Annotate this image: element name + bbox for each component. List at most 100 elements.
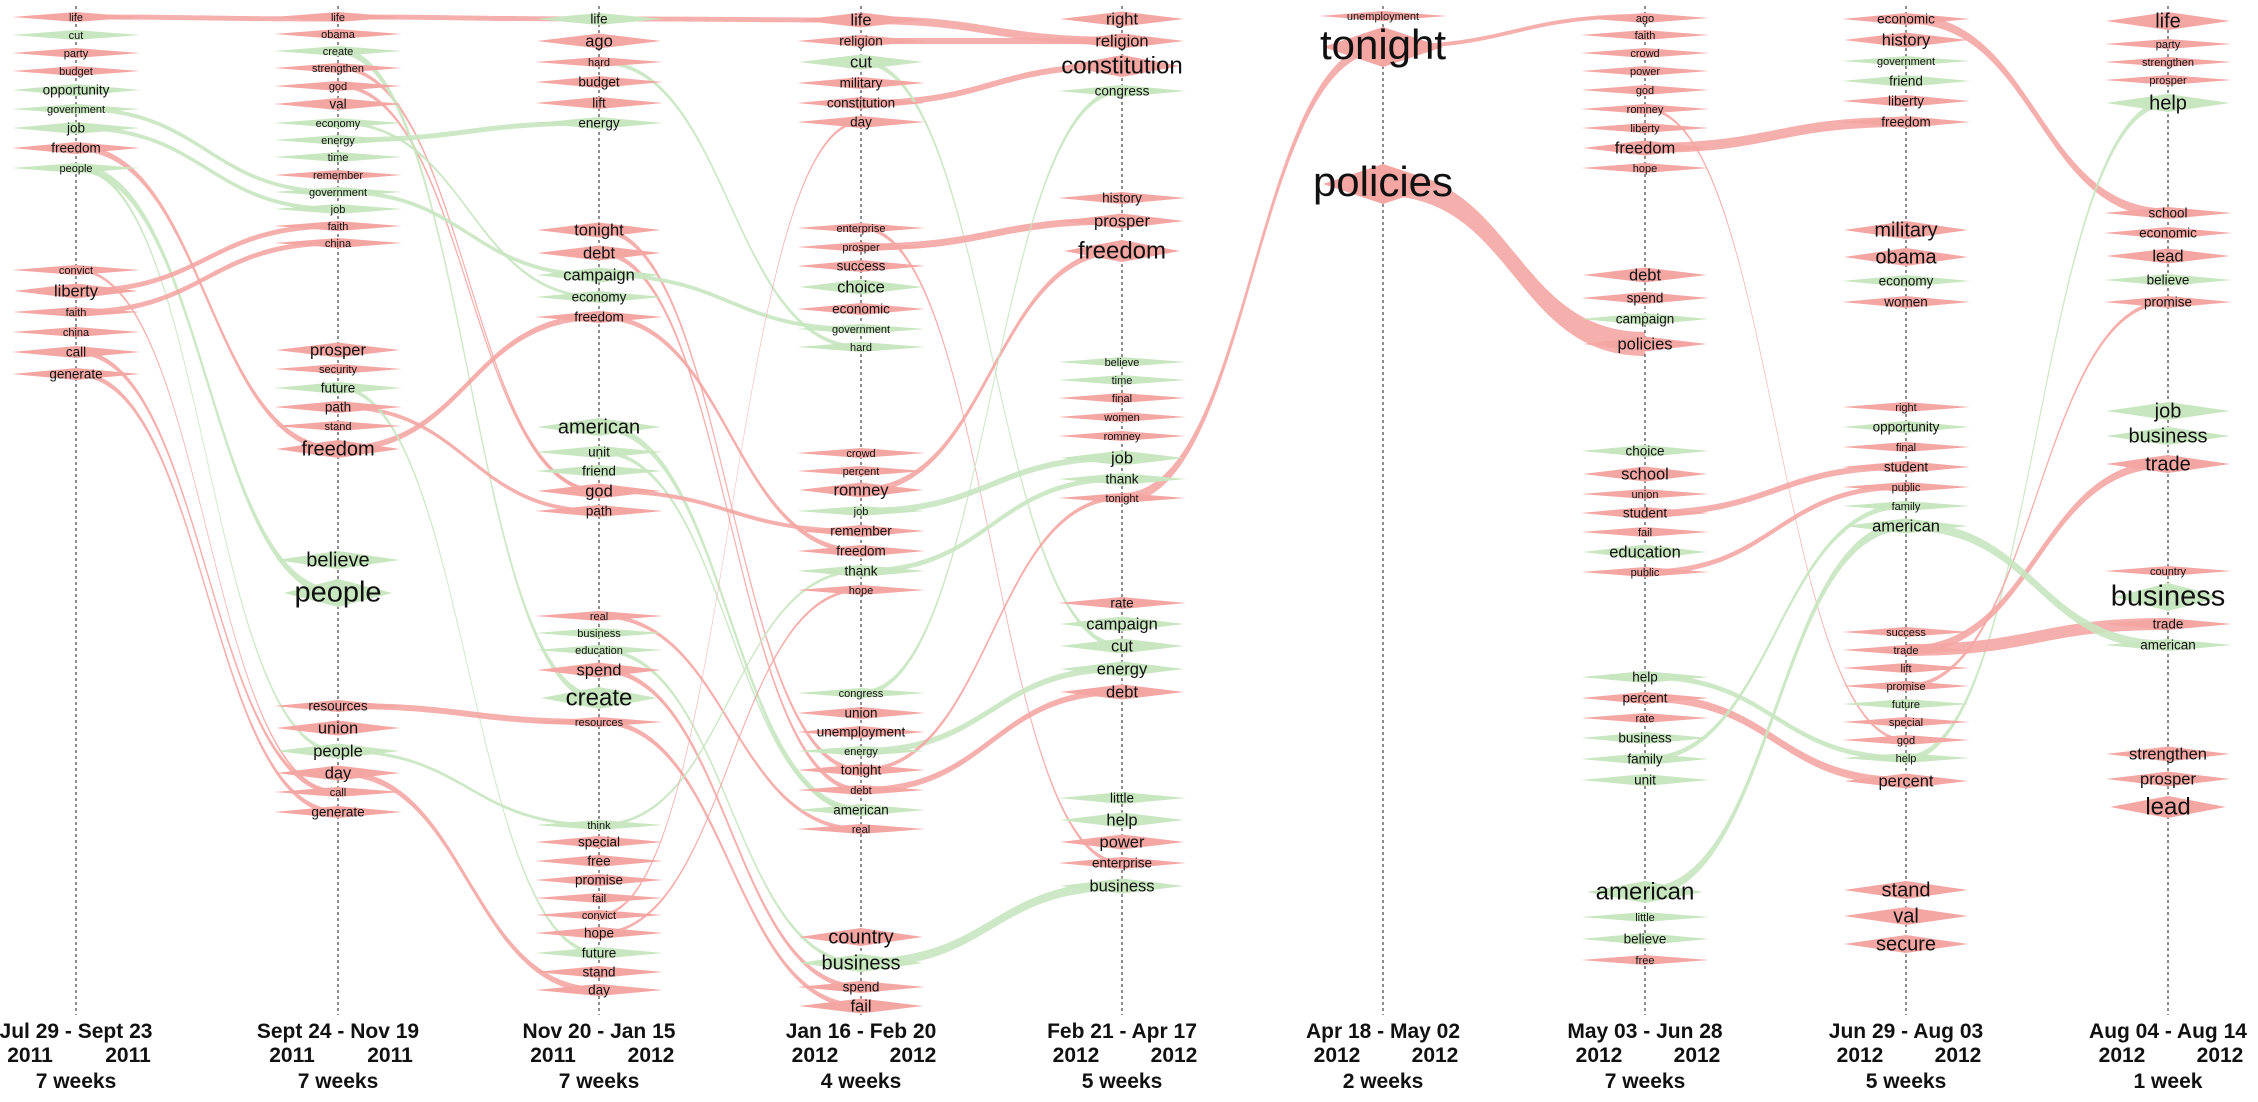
word-glyph[interactable]: cut (1060, 637, 1184, 655)
word-glyph[interactable]: god (1581, 85, 1709, 97)
word-glyph[interactable]: life (799, 11, 923, 29)
word-glyph[interactable]: percent (1581, 691, 1709, 706)
word-glyph[interactable]: school (1583, 465, 1707, 483)
word-glyph[interactable]: resources (274, 699, 402, 714)
word-glyph[interactable]: convict (12, 265, 140, 277)
word-glyph[interactable]: choice (1581, 444, 1709, 459)
word-glyph[interactable]: people (276, 742, 400, 760)
word-glyph[interactable]: debt (537, 244, 661, 262)
word-glyph[interactable]: val (274, 97, 402, 112)
word-glyph[interactable]: american (797, 803, 925, 818)
word-glyph[interactable]: people (284, 577, 392, 609)
word-glyph[interactable]: crowd (1581, 48, 1709, 60)
word-glyph[interactable]: campaign (537, 266, 661, 284)
word-glyph[interactable]: economic (1842, 12, 1970, 27)
word-glyph[interactable]: union (1581, 489, 1709, 501)
word-glyph[interactable]: friend (1842, 74, 1970, 89)
word-glyph[interactable]: promise (2104, 295, 2232, 310)
word-glyph[interactable]: public (1581, 567, 1709, 579)
word-glyph[interactable]: time (274, 152, 402, 164)
word-glyph[interactable]: business (1060, 877, 1184, 895)
word-glyph[interactable]: american (1587, 878, 1703, 905)
word-glyph[interactable]: economy (1842, 274, 1970, 289)
word-glyph[interactable]: stand (535, 965, 663, 980)
word-glyph[interactable]: fail (799, 997, 923, 1015)
word-glyph[interactable]: hope (797, 585, 925, 597)
word-glyph[interactable]: help (1581, 670, 1709, 685)
word-glyph[interactable]: liberty (1581, 123, 1709, 135)
word-glyph[interactable]: trade (2104, 617, 2232, 632)
word-glyph[interactable]: economy (274, 118, 402, 130)
word-glyph[interactable]: debt (1583, 266, 1707, 284)
word-glyph[interactable]: help (1842, 753, 1970, 765)
word-glyph[interactable]: val (1844, 905, 1968, 927)
word-glyph[interactable]: policies (1313, 158, 1453, 205)
word-glyph[interactable]: obama (1844, 246, 1968, 268)
word-glyph[interactable]: constitution (797, 96, 925, 111)
word-glyph[interactable]: ago (537, 32, 661, 50)
word-glyph[interactable]: strengthen (2104, 57, 2232, 69)
word-glyph[interactable]: rate (1581, 713, 1709, 725)
word-glyph[interactable]: generate (274, 805, 402, 820)
word-glyph[interactable]: campaign (1060, 615, 1184, 633)
word-glyph[interactable]: opportunity (1842, 420, 1970, 435)
word-glyph[interactable]: believe (1058, 357, 1186, 369)
word-glyph[interactable]: day (535, 983, 663, 998)
word-glyph[interactable]: education (535, 645, 663, 657)
word-glyph[interactable]: student (1842, 460, 1970, 475)
word-glyph[interactable]: call (12, 345, 140, 360)
word-glyph[interactable]: history (1844, 31, 1968, 49)
word-glyph[interactable]: china (12, 327, 140, 339)
word-glyph[interactable]: business (2111, 581, 2225, 613)
word-glyph[interactable]: remember (797, 524, 925, 539)
word-glyph[interactable]: military (797, 76, 925, 91)
word-glyph[interactable]: job (797, 506, 925, 518)
word-glyph[interactable]: energy (535, 116, 663, 131)
word-glyph[interactable]: tonight (537, 221, 661, 239)
word-glyph[interactable]: prosper (276, 341, 400, 359)
word-glyph[interactable]: unit (535, 445, 663, 460)
word-glyph[interactable]: stand (1844, 879, 1968, 901)
word-glyph[interactable]: faith (1581, 30, 1709, 42)
word-glyph[interactable]: tonight (1058, 493, 1186, 505)
word-glyph[interactable]: fail (535, 893, 663, 905)
word-glyph[interactable]: free (1581, 955, 1709, 967)
word-glyph[interactable]: freedom (276, 438, 400, 460)
word-glyph[interactable]: friend (535, 464, 663, 479)
word-glyph[interactable]: unemployment (1319, 11, 1447, 23)
word-glyph[interactable]: obama (274, 29, 402, 41)
word-glyph[interactable]: freedom (535, 310, 663, 325)
word-glyph[interactable]: lead (2106, 247, 2230, 265)
word-glyph[interactable]: family (1842, 501, 1970, 513)
word-glyph[interactable]: lift (535, 96, 663, 111)
word-glyph[interactable]: country (799, 926, 923, 948)
word-glyph[interactable]: unit (1581, 773, 1709, 788)
word-glyph[interactable]: success (797, 259, 925, 274)
word-glyph[interactable]: trade (1842, 645, 1970, 657)
word-glyph[interactable]: public (1842, 482, 1970, 494)
word-glyph[interactable]: stand (274, 421, 402, 433)
word-glyph[interactable]: freedom (797, 544, 925, 559)
word-glyph[interactable]: school (2104, 206, 2232, 221)
word-glyph[interactable]: future (535, 946, 663, 961)
word-glyph[interactable]: secure (1844, 933, 1968, 955)
word-glyph[interactable]: thank (797, 564, 925, 579)
word-glyph[interactable]: opportunity (12, 83, 140, 98)
word-glyph[interactable]: country (2104, 566, 2232, 578)
word-glyph[interactable]: crowd (797, 448, 925, 460)
word-glyph[interactable]: time (1058, 375, 1186, 387)
word-glyph[interactable]: congress (1058, 84, 1186, 99)
word-glyph[interactable]: party (12, 48, 140, 60)
word-glyph[interactable]: american (1844, 517, 1968, 535)
word-glyph[interactable]: convict (535, 910, 663, 922)
word-glyph[interactable]: cut (799, 53, 923, 71)
word-glyph[interactable]: government (797, 324, 925, 336)
word-glyph[interactable]: ago (1581, 13, 1709, 25)
word-glyph[interactable]: business (2106, 425, 2230, 447)
word-glyph[interactable]: energy (797, 746, 925, 758)
word-glyph[interactable]: freedom (12, 141, 140, 156)
word-glyph[interactable]: believe (276, 549, 400, 571)
word-glyph[interactable]: women (1842, 295, 1970, 310)
word-glyph[interactable]: god (1842, 735, 1970, 747)
word-glyph[interactable]: success (1842, 627, 1970, 639)
